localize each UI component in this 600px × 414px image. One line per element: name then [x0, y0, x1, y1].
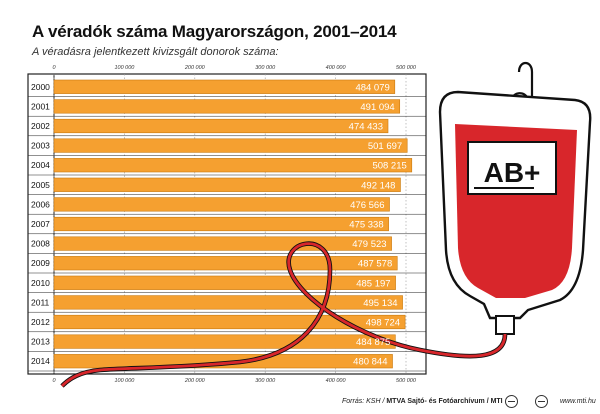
category-label: 2010 — [31, 278, 50, 288]
mti-logo-icon — [535, 395, 548, 408]
bar-2007 — [53, 216, 389, 232]
category-label: 2014 — [31, 356, 50, 366]
bar-2000 — [53, 79, 396, 94]
bar-2010 — [53, 275, 396, 290]
value-label: 508 215 — [372, 161, 406, 172]
category-label: 2005 — [31, 180, 50, 190]
category-label: 2012 — [31, 317, 50, 327]
value-label: 495 134 — [363, 298, 397, 309]
bag-label-box — [467, 141, 557, 195]
x-tick-label-top: 200 000 — [184, 65, 206, 71]
website-link[interactable]: www.mti.hu — [560, 398, 596, 405]
chart-subtitle: A véradásra jelentkezett kivizsgált dono… — [32, 46, 279, 58]
x-tick-label-top: 100 000 — [114, 65, 135, 71]
value-label: 498 724 — [366, 318, 400, 329]
category-label: 2013 — [31, 337, 50, 347]
x-tick-label-top: 400 000 — [326, 65, 347, 71]
category-label: 2000 — [31, 82, 50, 92]
value-label: 476 566 — [350, 200, 384, 211]
value-label: 484 875 — [356, 337, 390, 348]
x-tick-label-top: 0 — [52, 65, 56, 71]
bar-2004 — [53, 158, 413, 173]
x-tick-label-bottom: 400 000 — [326, 378, 347, 384]
value-label: 491 094 — [360, 102, 394, 113]
bar-2002 — [53, 118, 389, 134]
value-label: 501 697 — [368, 141, 402, 152]
plot-frame — [27, 73, 427, 375]
category-label: 2004 — [31, 160, 50, 170]
category-label: 2002 — [31, 121, 50, 131]
category-label: 2001 — [31, 101, 50, 111]
source-note: Forrás: KSH / MTVA Sajtó- és Fotóarchívu… — [342, 398, 503, 405]
value-label: 487 578 — [358, 259, 392, 270]
x-tick-label-top: 300 000 — [255, 65, 276, 71]
bar-2001 — [53, 99, 401, 114]
bag-label: AB+ — [484, 157, 541, 188]
value-label: 474 433 — [349, 122, 383, 133]
category-label: 2008 — [31, 239, 50, 249]
value-label: 492 148 — [361, 180, 395, 191]
category-label: 2007 — [31, 219, 50, 229]
x-tick-label-bottom: 300 000 — [255, 378, 276, 384]
category-label: 2011 — [31, 297, 50, 307]
chart-title: A véradók száma Magyarországon, 2001–201… — [32, 22, 397, 41]
x-tick-label-top: 500 000 — [396, 65, 417, 71]
value-label: 480 844 — [353, 357, 387, 368]
category-label: 2003 — [31, 141, 50, 151]
bar-2003 — [53, 138, 408, 153]
x-tick-label-bottom: 0 — [52, 378, 56, 384]
category-label: 2006 — [31, 199, 50, 209]
bag-port — [495, 315, 515, 335]
blood-bag-illustration: AB+ — [60, 61, 592, 388]
category-label: 2009 — [31, 258, 50, 268]
bar-2013 — [53, 334, 396, 349]
x-tick-label-bottom: 500 000 — [396, 378, 417, 384]
bar-2009 — [53, 256, 398, 271]
x-tick-label-bottom: 200 000 — [184, 378, 206, 384]
value-label: 479 523 — [352, 239, 386, 250]
value-label: 484 079 — [355, 82, 389, 93]
bar-2005 — [53, 177, 401, 192]
bar-2008 — [53, 236, 392, 251]
x-tick-label-bottom: 100 000 — [114, 378, 135, 384]
mtva-logo-icon — [505, 395, 518, 408]
value-label: 475 338 — [349, 220, 383, 231]
bar-2006 — [53, 197, 390, 212]
bar-2011 — [53, 295, 403, 310]
value-label: 485 197 — [356, 278, 390, 289]
